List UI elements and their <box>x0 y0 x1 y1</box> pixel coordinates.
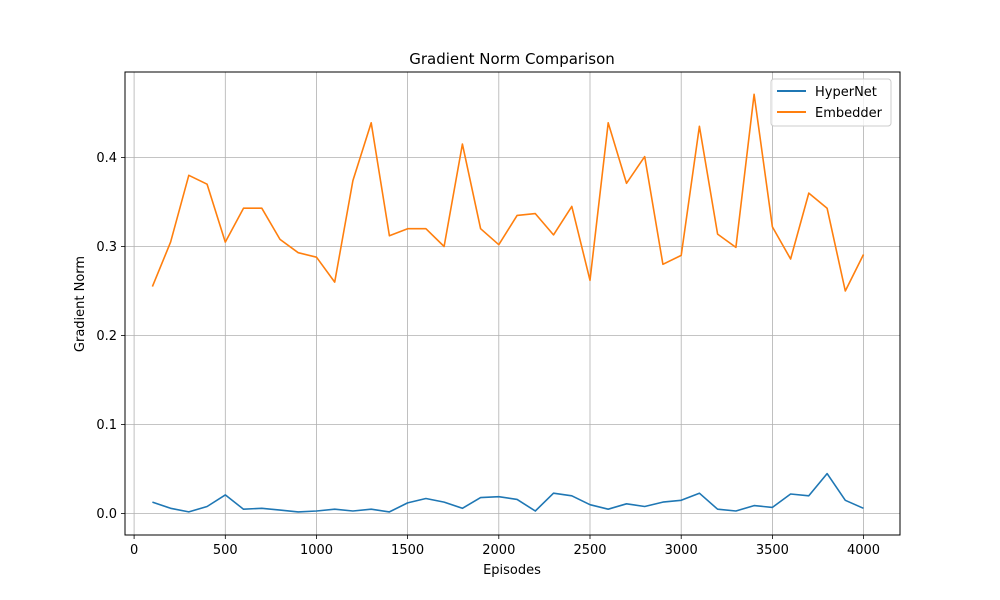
x-axis-label: Episodes <box>483 563 541 578</box>
y-axis: 0.0 0.1 0.2 0.3 0.4 <box>96 151 125 522</box>
legend: HyperNet Embedder <box>770 78 892 127</box>
y-axis-label: Gradient Norm <box>73 256 88 352</box>
legend-label-hypernet: HyperNet <box>815 85 877 100</box>
y-tick-label: 0.0 <box>96 507 117 522</box>
y-tick-label: 0.3 <box>96 240 117 255</box>
x-tick-label: 1500 <box>391 543 424 558</box>
y-tick-label: 0.4 <box>96 151 117 166</box>
x-tick-label: 2000 <box>482 543 515 558</box>
series-line-embedder <box>151 93 865 292</box>
x-axis: 0 500 1000 1500 2000 2500 3000 3500 4000 <box>130 535 880 558</box>
chart-title: Gradient Norm Comparison <box>409 50 615 68</box>
plot-frame <box>124 71 901 536</box>
x-tick-label: 1000 <box>300 543 333 558</box>
x-tick-label: 2500 <box>573 543 606 558</box>
series-points-embedder <box>152 94 864 292</box>
series-layer <box>151 93 865 513</box>
x-tick-label: 0 <box>130 543 138 558</box>
series-points-hypernet <box>152 473 864 512</box>
legend-label-embedder: Embedder <box>815 106 883 121</box>
y-tick-label: 0.1 <box>96 418 117 433</box>
x-tick-label: 4000 <box>847 543 880 558</box>
y-tick-label: 0.2 <box>96 329 117 344</box>
x-tick-label: 500 <box>213 543 238 558</box>
series-line-hypernet <box>152 472 864 513</box>
x-tick-label: 3000 <box>665 543 698 558</box>
grid <box>125 72 900 535</box>
x-tick-label: 3500 <box>756 543 789 558</box>
